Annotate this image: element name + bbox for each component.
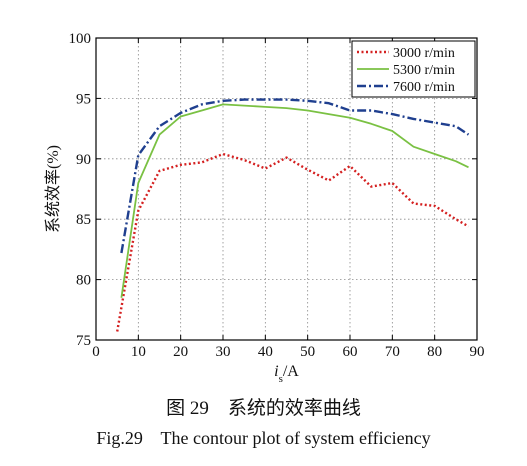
y-tick-label: 80: [76, 273, 91, 289]
plot-frame: [95, 37, 478, 341]
x-tick-label: 30: [216, 344, 231, 360]
y-tick-label: 85: [76, 212, 91, 228]
series-line-1: [116, 152, 470, 332]
x-tick-label: 50: [300, 344, 315, 360]
efficiency-chart: 0 10 20 30 40 50 60 70 80 90 75 80 85 90 95 100 3000 r/…: [44, 31, 485, 385]
legend: 3000 r/min 5300 r/min 7600 r/min: [351, 40, 476, 98]
x-tick-label: 40: [258, 344, 273, 360]
legend-label: 7600 r/min: [393, 80, 455, 95]
figure-caption-chinese: 图 29 系统的效率曲线: [166, 398, 361, 419]
figure-caption-english: Fig.29 The contour plot of system effici…: [96, 428, 431, 448]
x-tick-label: 80: [427, 344, 442, 360]
legend-label: 3000 r/min: [393, 46, 455, 61]
x-axis-title-unit: /A: [283, 363, 299, 380]
x-tick-label: 10: [131, 344, 146, 360]
x-axis-title: is/A: [274, 363, 299, 385]
x-tick-label: 90: [470, 344, 485, 360]
x-axis-title-main: i: [274, 363, 278, 380]
x-tick-label: 70: [385, 344, 400, 360]
y-tick-label: 75: [76, 333, 91, 349]
y-axis-title: 系统效率(%): [44, 145, 62, 233]
x-axis-title-subscript: s: [279, 373, 283, 385]
y-tick-label: 95: [76, 91, 91, 107]
series-lines: [116, 98, 470, 332]
x-tick-label: 20: [173, 344, 188, 360]
series-line-2: [120, 103, 469, 298]
series-line-3: [120, 98, 470, 254]
axis-ticks: 0 10 20 30 40 50 60 70 80 90 75 80 85 90 95 100: [69, 31, 485, 360]
x-tick-label: 0: [92, 344, 100, 360]
x-tick-label: 60: [343, 344, 358, 360]
y-tick-label: 100: [69, 31, 92, 47]
grid: [96, 38, 477, 340]
legend-label: 5300 r/min: [393, 63, 455, 78]
y-tick-label: 90: [76, 152, 91, 168]
